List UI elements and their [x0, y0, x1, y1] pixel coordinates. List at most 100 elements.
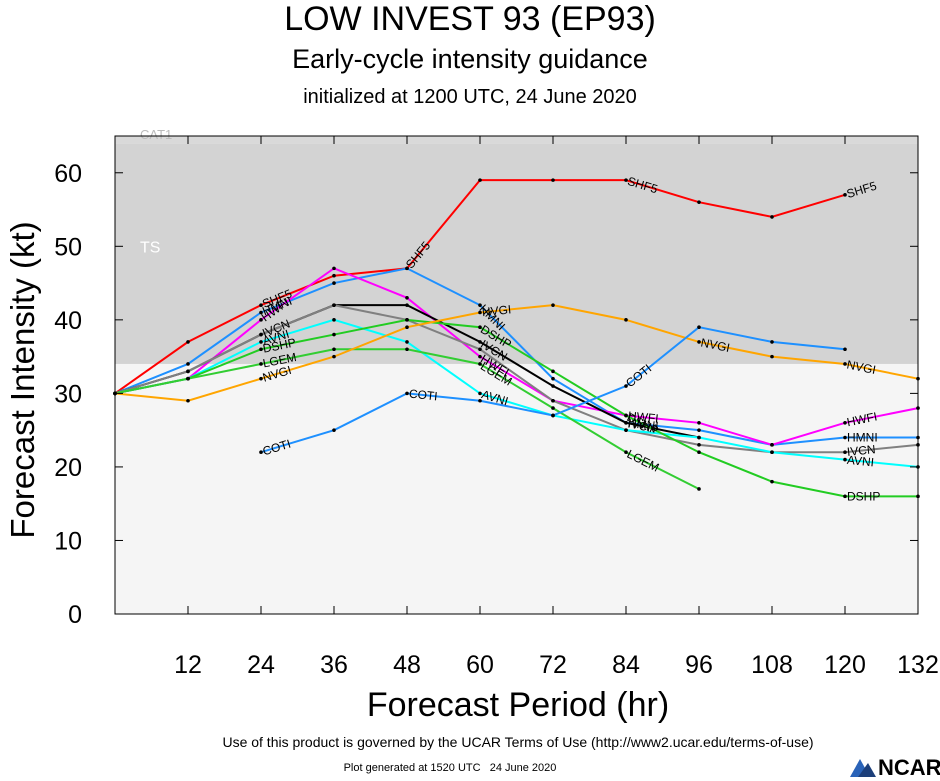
data-point-hwfi [770, 443, 774, 447]
data-point-shf5 [259, 303, 263, 307]
data-point-coti [405, 391, 409, 396]
data-point-dshp [551, 369, 555, 374]
data-point-dshp [332, 332, 336, 337]
series-label-coti: COTI [408, 387, 438, 404]
data-point-shf5 [697, 200, 701, 204]
data-point-dshp [405, 318, 409, 322]
data-point-coti [697, 325, 701, 330]
data-point-ivcn [478, 340, 482, 344]
data-point-nvgi [405, 325, 409, 330]
data-point-ivcn [551, 384, 555, 388]
data-point-shf5 [770, 215, 774, 219]
axes: 12 24 36 48 60 72 84 96 108 120 132 0 10 20 30 40 50 60 [54, 135, 939, 679]
series-label-nvgi: NVGI [846, 358, 878, 378]
data-point-hwfi [332, 266, 336, 271]
data-point-hmni [332, 281, 336, 285]
x-tick-label: 36 [320, 651, 348, 679]
data-point-nvgi [551, 303, 555, 307]
band-label-cat1: CAT1 [140, 127, 172, 142]
data-point-dshp [843, 494, 847, 499]
x-axis-label: Forecast Period (hr) [366, 686, 670, 724]
data-point-hmni [259, 310, 263, 315]
series-label-dshp: DSHP [262, 335, 297, 355]
data-point-lgem [259, 362, 263, 366]
y-tick-label: 10 [54, 527, 82, 555]
series-line-ivcn [114, 304, 919, 454]
x-tick-label: 60 [466, 651, 494, 679]
data-point-nvgi [843, 362, 847, 366]
y-tick-label: 60 [54, 160, 82, 188]
data-point-lgem [478, 362, 482, 366]
data-point-lgem [405, 347, 409, 352]
data-point-avni [259, 340, 263, 344]
data-point-hmni [697, 428, 701, 432]
data-point-avni [405, 340, 409, 344]
y-tick-label: 20 [54, 454, 82, 482]
data-point-coti [551, 413, 555, 418]
data-point-coti [843, 347, 847, 352]
data-point-hwfi [697, 421, 701, 425]
data-point-shf5 [332, 273, 336, 278]
x-tick-label: 96 [685, 651, 713, 679]
series-label-hwfi: HWFI [627, 409, 659, 426]
data-point-nvgi [697, 340, 701, 344]
initialization-time: initialized at 1200 UTC, 24 June 2020 [303, 86, 637, 108]
data-point-dshp [697, 450, 701, 455]
x-tick-label: 24 [247, 651, 275, 679]
data-point-ivcn [186, 369, 190, 374]
series-label-hwfi: HWFI [846, 409, 879, 429]
data-point-hwfi [478, 354, 482, 359]
series-line-hwfi [114, 267, 919, 446]
series-label-ivcn: IVCN [846, 442, 876, 459]
data-point-shf5 [478, 178, 482, 182]
series-label-dshp: DSHP [847, 489, 880, 503]
data-point-coti [770, 340, 774, 344]
data-point-dshp [478, 325, 482, 330]
x-tick-label: 72 [539, 651, 567, 679]
data-point-shf5 [624, 178, 628, 182]
band-below-ts [115, 363, 918, 614]
data-point-shf5 [551, 178, 555, 182]
chart-subtitle: Early-cycle intensity guidance [292, 44, 648, 74]
data-point-lgem [186, 376, 190, 381]
series-line-dshp [114, 318, 918, 498]
x-tick-label: 108 [751, 651, 793, 679]
series-label-ivcn: IVCN [627, 416, 658, 435]
x-tick-label: 120 [824, 651, 866, 679]
data-point-lgem [624, 450, 628, 455]
data-point-avni [624, 428, 628, 432]
ncar-logo-text: NCAR [878, 755, 940, 780]
data-point-nvgi [624, 318, 628, 322]
data-point-dshp [259, 347, 263, 352]
data-point-hmni [405, 266, 409, 271]
data-point-ivcn [843, 450, 847, 455]
data-point-lgem [697, 487, 701, 491]
band-label-ts: TS [140, 239, 160, 256]
data-point-hmni [843, 435, 847, 440]
series-line-hmni [114, 267, 918, 446]
series-line-nvgi [114, 304, 919, 402]
data-point-hwfi [259, 318, 263, 322]
data-point-nvgi [259, 376, 263, 381]
data-point-hwfi [843, 421, 847, 425]
band-cat1 [115, 136, 918, 144]
series-line-avni [114, 318, 919, 468]
x-tick-label: 84 [612, 651, 640, 679]
data-point-shf5 [843, 193, 847, 197]
data-point-hmni [551, 376, 555, 381]
data-point-lgem [551, 406, 555, 410]
data-point-hwfi [405, 295, 409, 300]
chart-title: LOW INVEST 93 (EP93) [284, 0, 656, 38]
y-axis-label: Forecast Intensity (kt) [4, 221, 41, 538]
band-labels: TS CAT1 [140, 127, 172, 256]
data-point-ivcn [259, 332, 263, 337]
data-point-coti [259, 450, 263, 455]
data-point-ivcn [697, 443, 701, 447]
data-point-avni [697, 435, 701, 440]
y-tick-label: 0 [68, 601, 82, 629]
data-point-coti [478, 398, 482, 403]
plot-generated-time: Plot generated at 1520 UTC 24 June 2020 [343, 762, 557, 774]
data-point-ivcn [551, 398, 555, 403]
